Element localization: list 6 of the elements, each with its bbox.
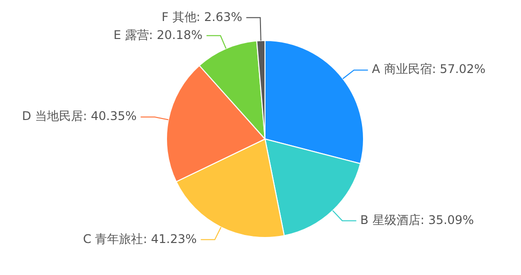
slice-label: E 露营: 20.18% <box>113 28 202 42</box>
slice-label: C 青年旅社: 41.23% <box>82 232 197 246</box>
slice-label: D 当地民居: 40.35% <box>22 109 137 124</box>
slice-label: B 星级酒店: 35.09% <box>360 212 474 227</box>
slice-label: F 其他: 2.63% <box>162 10 242 24</box>
slice-label: A 商业民宿: 57.02% <box>372 62 486 76</box>
